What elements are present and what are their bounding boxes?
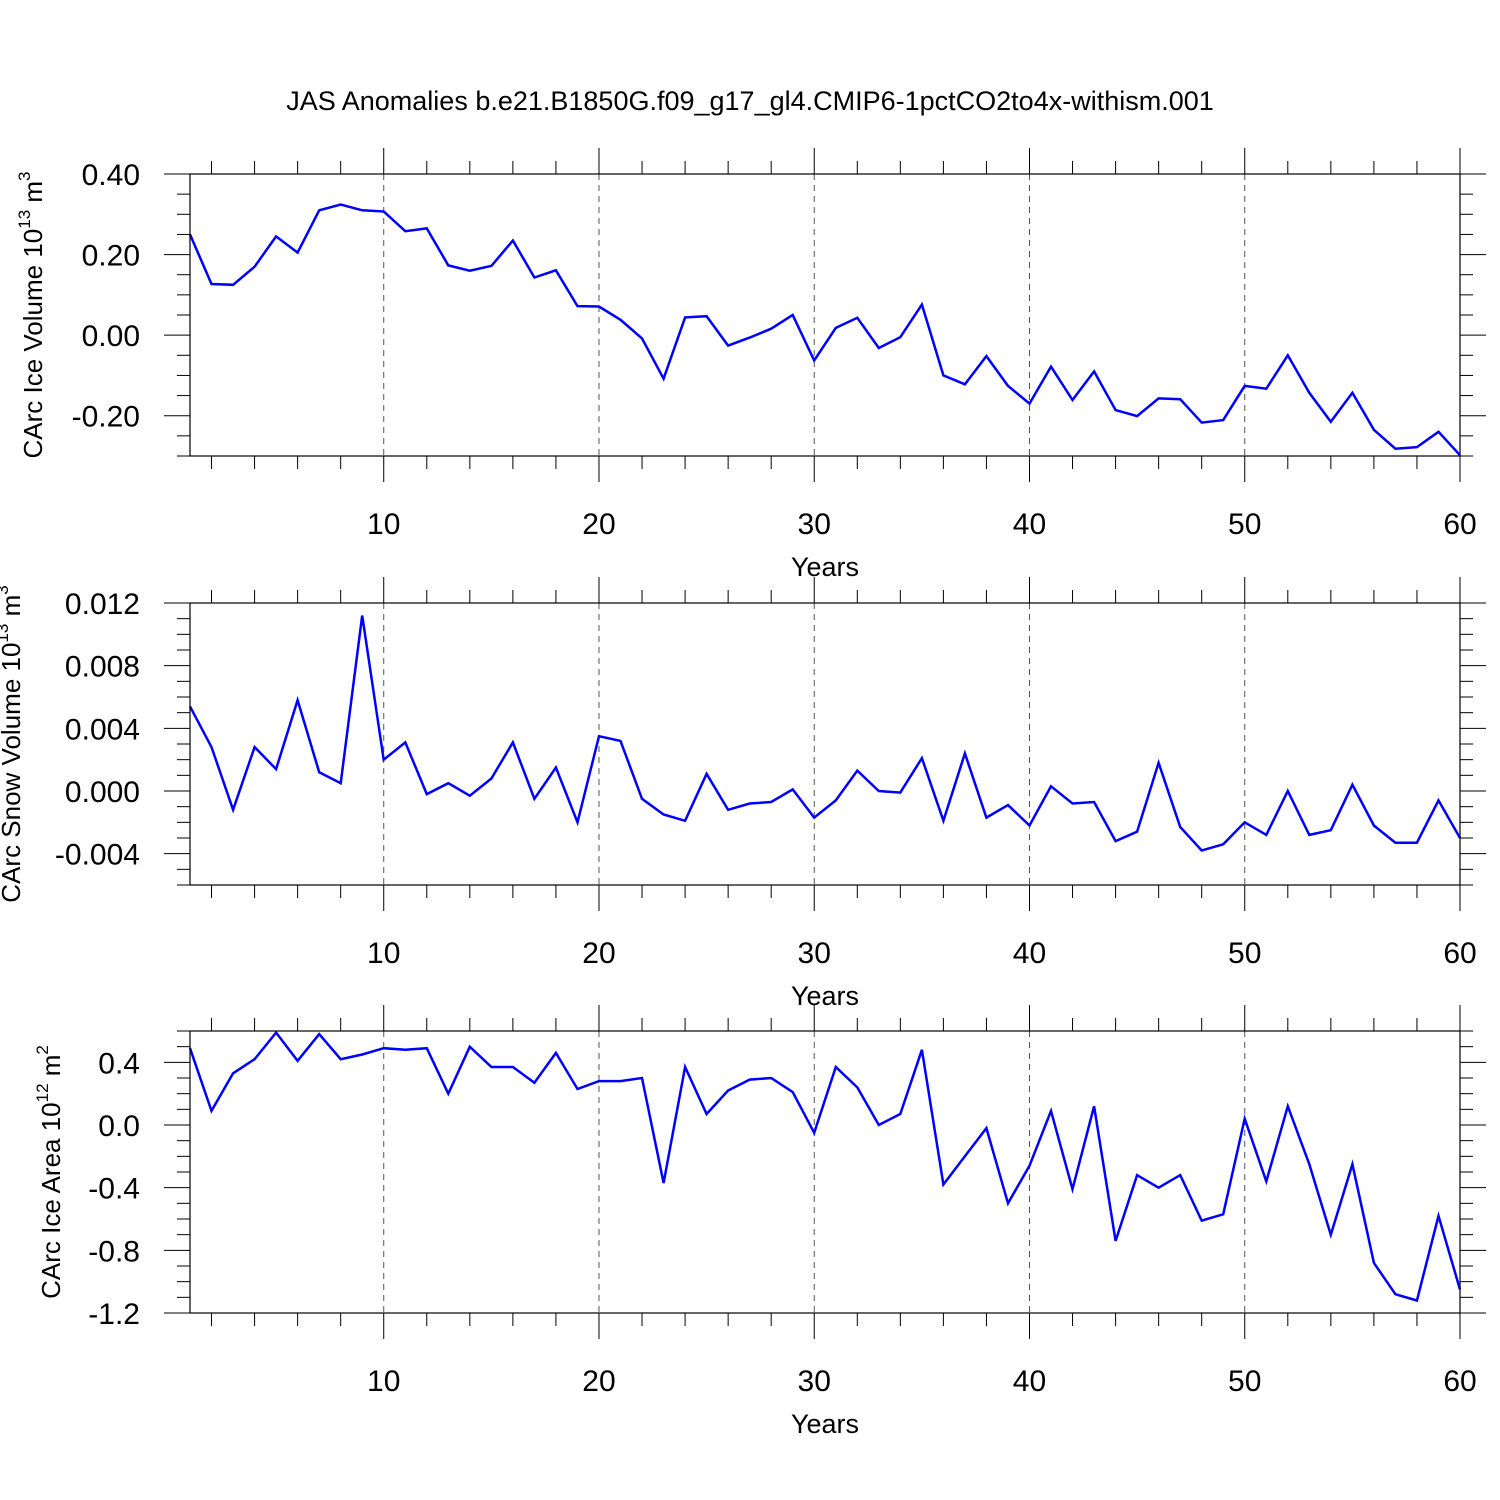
ice-volume-y-tick-labels: 0.40 0.20 0.00 -0.20 xyxy=(72,159,140,434)
ice-area-grid xyxy=(383,1031,1246,1313)
ice-area-y-tick-label: 0.4 xyxy=(98,1047,140,1080)
ice-volume-x-tick-labels: 10 20 30 40 50 60 xyxy=(367,508,1477,541)
ice-volume-y-tick-label: 0.00 xyxy=(82,320,140,353)
ice-volume-x-tick-label: 20 xyxy=(582,508,615,541)
snow-volume-grid xyxy=(383,603,1246,885)
snow-volume-y-tick-label: 0.004 xyxy=(65,713,140,746)
ice-volume-tick-marks xyxy=(164,148,1486,482)
ice-volume-y-tick-label: -0.20 xyxy=(72,401,140,434)
ice-area-y-tick-label: 0.0 xyxy=(98,1110,140,1143)
panel-ice-area: 0.4 0.0 -0.4 -0.8 -1.2 10 20 30 40 50 60 Years CA… xyxy=(33,1005,1486,1439)
snow-volume-y-tick-labels: 0.012 0.008 0.004 0.000 -0.004 xyxy=(55,588,140,872)
ice-volume-y-tick-label: 0.40 xyxy=(82,159,140,192)
ice-area-tick-marks xyxy=(164,1005,1486,1339)
ice-volume-series-line xyxy=(188,203,1461,457)
panel-ice-volume: 0.40 0.20 0.00 -0.20 10 20 30 40 50 60 Years CAr… xyxy=(15,148,1486,582)
snow-volume-ylabel-unit: m xyxy=(0,595,26,624)
ice-area-y-tick-label: -0.4 xyxy=(88,1173,140,1206)
ice-area-series-line xyxy=(188,1030,1462,1303)
snow-volume-x-tick-label: 40 xyxy=(1013,937,1046,970)
ice-volume-ylabel-exponent: 13 xyxy=(15,210,34,229)
ice-volume-x-tick-label: 40 xyxy=(1013,508,1046,541)
ice-volume-x-tick-label: 10 xyxy=(367,508,400,541)
ice-volume-x-tick-label: 60 xyxy=(1443,508,1476,541)
ice-area-x-tick-label: 50 xyxy=(1228,1365,1261,1398)
ice-area-x-tick-label: 40 xyxy=(1013,1365,1046,1398)
ice-area-x-tick-label: 10 xyxy=(367,1365,400,1398)
snow-volume-x-axis-label: Years xyxy=(791,981,859,1011)
snow-volume-tick-marks xyxy=(164,577,1486,911)
snow-volume-x-tick-label: 50 xyxy=(1228,937,1261,970)
ice-volume-y-axis-label: CArc Ice Volume 1013 m3 xyxy=(15,171,48,458)
snow-volume-x-tick-labels: 10 20 30 40 50 60 xyxy=(367,937,1477,970)
ice-area-x-tick-label: 60 xyxy=(1443,1365,1476,1398)
ice-area-y-tick-labels: 0.4 0.0 -0.4 -0.8 -1.2 xyxy=(88,1047,140,1331)
ice-area-ylabel-text: CArc Ice Area 10 xyxy=(36,1102,66,1299)
snow-volume-y-tick-label: -0.004 xyxy=(55,839,140,872)
ice-area-ylabel-unit: m xyxy=(36,1055,66,1084)
ice-area-ylabel-exponent: 12 xyxy=(33,1083,52,1102)
snow-volume-x-tick-label: 60 xyxy=(1443,937,1476,970)
chart-title: JAS Anomalies b.e21.B1850G.f09_g17_gl4.C… xyxy=(286,86,1214,116)
ice-area-x-tick-label: 30 xyxy=(798,1365,831,1398)
ice-area-y-axis-label: CArc Ice Area 1012 m2 xyxy=(33,1045,66,1299)
snow-volume-x-tick-label: 20 xyxy=(582,937,615,970)
ice-volume-ylabel-unit: m xyxy=(18,181,48,210)
snow-volume-y-tick-label: 0.012 xyxy=(65,588,140,621)
snow-volume-ylabel-text: CArc Snow Volume 10 xyxy=(0,643,26,903)
ice-area-x-axis-label: Years xyxy=(791,1409,859,1439)
ice-area-ylabel-unit-exponent: 2 xyxy=(33,1045,52,1054)
snow-volume-series-line xyxy=(188,615,1462,852)
snow-volume-ylabel-unit-exponent: 3 xyxy=(0,585,12,594)
snow-volume-y-tick-label: 0.000 xyxy=(65,776,140,809)
ice-volume-y-tick-label: 0.20 xyxy=(82,240,140,273)
ice-volume-x-tick-label: 50 xyxy=(1228,508,1261,541)
ice-area-x-tick-label: 20 xyxy=(582,1365,615,1398)
snow-volume-x-tick-label: 30 xyxy=(798,937,831,970)
snow-volume-y-tick-label: 0.008 xyxy=(65,651,140,684)
ice-volume-ylabel-text: CArc Ice Volume 10 xyxy=(18,229,48,459)
ice-volume-grid xyxy=(383,174,1246,456)
snow-volume-x-tick-label: 10 xyxy=(367,937,400,970)
ice-volume-x-tick-label: 30 xyxy=(798,508,831,541)
snow-volume-ylabel-exponent: 13 xyxy=(0,624,12,643)
ice-area-y-tick-label: -0.8 xyxy=(88,1235,140,1268)
snow-volume-y-axis-label: CArc Snow Volume 1013 m3 xyxy=(0,585,26,902)
ice-volume-x-axis-label: Years xyxy=(791,552,859,582)
ice-area-y-tick-label: -1.2 xyxy=(88,1298,140,1331)
ice-volume-ylabel-unit-exponent: 3 xyxy=(15,171,34,180)
ice-area-x-tick-labels: 10 20 30 40 50 60 xyxy=(367,1365,1477,1398)
